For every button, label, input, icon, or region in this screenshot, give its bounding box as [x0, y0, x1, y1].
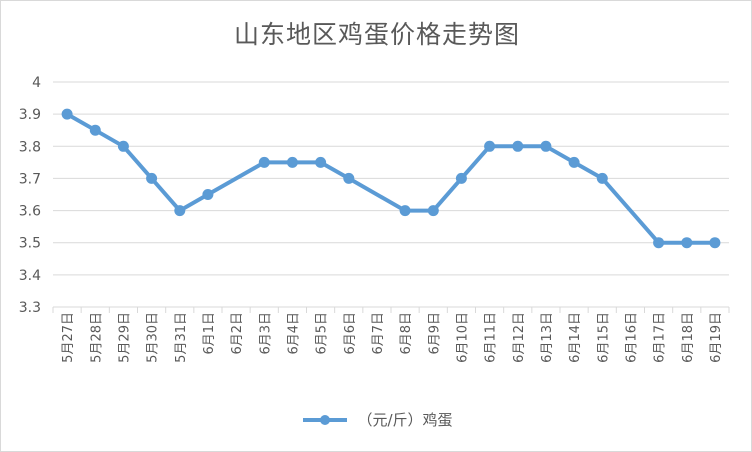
- y-tick-label: 3.6: [19, 204, 41, 220]
- data-point: [258, 156, 270, 168]
- data-point: [89, 124, 101, 136]
- data-point: [202, 189, 214, 200]
- y-tick-label: 3.8: [19, 139, 41, 155]
- data-point: [653, 237, 665, 249]
- y-tick-label: 3.9: [19, 107, 41, 123]
- x-tick-label: 6月14日: [568, 312, 583, 363]
- x-tick-label: 5月31日: [174, 312, 189, 363]
- x-tick-label: 6月17日: [653, 312, 668, 363]
- legend-marker: [320, 414, 331, 425]
- data-point: [512, 140, 524, 152]
- x-tick-label: 6月5日: [315, 312, 330, 355]
- data-point: [709, 237, 721, 249]
- data-point: [540, 140, 552, 152]
- data-point: [286, 156, 298, 168]
- data-point: [484, 140, 496, 152]
- legend-series-label: （元/斤）鸡蛋: [357, 411, 453, 429]
- x-tick-label: 6月2日: [230, 312, 245, 355]
- data-point: [146, 172, 158, 184]
- x-tick-label: 6月16日: [624, 312, 639, 363]
- x-tick-label: 6月19日: [709, 312, 724, 363]
- y-tick-label: 4: [32, 75, 41, 91]
- x-tick-label: 6月7日: [371, 312, 386, 355]
- data-point: [681, 237, 693, 249]
- x-tick-label: 6月15日: [596, 312, 611, 363]
- x-tick-label: 6月3日: [258, 312, 273, 355]
- x-tick-label: 6月8日: [399, 312, 414, 355]
- x-tick-label: 6月11日: [484, 312, 499, 363]
- x-tick-label: 5月28日: [89, 312, 104, 363]
- legend-series-key: [303, 414, 348, 425]
- x-tick-label: 5月27日: [61, 312, 76, 363]
- x-tick-label: 6月6日: [343, 312, 358, 355]
- x-tick-label: 6月10日: [455, 312, 470, 363]
- data-point: [61, 108, 73, 120]
- legend: （元/斤）鸡蛋: [1, 409, 751, 430]
- x-tick-label: 6月13日: [540, 312, 555, 363]
- data-point: [174, 205, 186, 217]
- chart-title: 山东地区鸡蛋价格走势图: [233, 20, 520, 49]
- data-point: [596, 172, 608, 184]
- x-tick-label: 6月1日: [202, 312, 217, 355]
- data-point: [117, 140, 129, 152]
- x-tick-label: 6月12日: [512, 312, 527, 363]
- x-tick-label: 5月30日: [146, 312, 161, 363]
- data-point: [427, 205, 439, 217]
- data-point: [343, 172, 355, 184]
- x-tick-label: 6月18日: [681, 312, 696, 363]
- y-tick-label: 3.4: [19, 268, 41, 284]
- x-tick-label: 6月4日: [286, 312, 301, 355]
- x-tick-label: 6月9日: [427, 312, 442, 355]
- data-point: [455, 172, 467, 184]
- y-tick-label: 3.7: [19, 171, 41, 187]
- y-tick-label: 3.5: [19, 236, 41, 252]
- x-tick-label: 5月29日: [117, 312, 132, 363]
- data-point: [399, 205, 411, 217]
- data-point: [568, 156, 580, 168]
- data-point: [315, 156, 327, 168]
- y-tick-label: 3.3: [19, 300, 41, 316]
